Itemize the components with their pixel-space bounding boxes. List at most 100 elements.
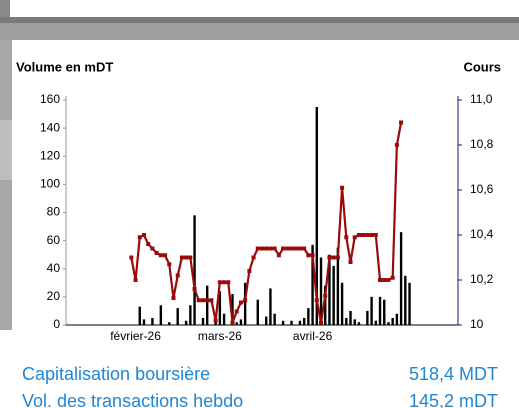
stat-value: 145,2 mDT (409, 391, 498, 408)
volume-bar (281, 320, 285, 325)
price-marker (260, 246, 264, 251)
volume-bar (302, 317, 306, 325)
top-band (0, 23, 519, 40)
y2-tick-label: 10,8 (470, 137, 494, 151)
price-marker (251, 255, 256, 260)
y-tick-label: 60 (47, 233, 61, 247)
price-marker (340, 185, 345, 190)
y-tick-label: 100 (40, 177, 60, 191)
price-marker (234, 309, 239, 314)
price-marker (281, 246, 286, 251)
price-marker (297, 246, 302, 251)
volume-bar (311, 244, 314, 325)
volume-bar (332, 265, 335, 325)
y2-tick-label: 11,0 (470, 92, 493, 106)
y-tick-label: 140 (40, 120, 60, 134)
price-marker (373, 233, 378, 237)
volume-bar (349, 310, 352, 325)
price-marker (129, 255, 134, 260)
price-marker (188, 255, 193, 260)
price-marker (213, 318, 218, 323)
volume-bar (404, 275, 407, 325)
price-marker (276, 253, 281, 258)
y-tick-label: 20 (47, 289, 61, 303)
volume-bar (307, 308, 310, 325)
price-marker (196, 298, 201, 303)
stat-label: Vol. des transactions hebdo (22, 391, 243, 408)
price-marker (386, 278, 391, 282)
price-marker (146, 242, 151, 246)
volume-bar (235, 322, 238, 325)
volume-bar (345, 317, 348, 325)
volume-bar (138, 306, 141, 325)
price-marker (302, 246, 307, 251)
stat-label: Capitalisation boursière (22, 364, 210, 384)
volume-bar (193, 215, 196, 325)
price-marker (243, 298, 248, 303)
y-tick-label: 0 (53, 317, 60, 331)
price-marker (222, 280, 227, 285)
volume-bar (370, 296, 373, 325)
price-marker (154, 251, 159, 255)
price-marker (230, 320, 235, 325)
volume-bar (222, 313, 226, 325)
price-marker (306, 253, 311, 258)
volume-bar (378, 296, 382, 325)
volume-bar (243, 282, 247, 325)
price-marker (179, 255, 184, 260)
price-marker (238, 300, 243, 305)
volume-bar (383, 299, 386, 325)
price-marker (272, 246, 277, 251)
price-marker (356, 233, 361, 237)
volume-bar (408, 282, 411, 325)
price-marker (289, 246, 294, 251)
volume-bar (214, 320, 217, 325)
price-marker (310, 253, 315, 258)
price-marker (209, 298, 214, 303)
price-marker (331, 255, 336, 260)
x-tick-label: mars-26 (198, 329, 242, 343)
price-marker (323, 293, 328, 298)
price-marker (141, 233, 146, 237)
price-marker (382, 278, 387, 282)
volume-bar (324, 285, 327, 325)
price-marker (255, 246, 260, 251)
volume-bar (151, 317, 154, 325)
price-marker (344, 235, 349, 240)
volume-bar (328, 254, 331, 325)
price-marker (205, 298, 210, 303)
price-marker (293, 246, 298, 251)
price-marker (163, 253, 168, 258)
volume-bar (319, 257, 323, 325)
y2-tick-label: 10 (470, 317, 484, 331)
price-marker (365, 233, 370, 237)
volume-bar (269, 288, 272, 325)
volume-bar (184, 320, 188, 325)
volume-bar (273, 313, 276, 325)
y-tick-label: 40 (47, 261, 61, 275)
price-marker (264, 246, 269, 251)
volume-bar (176, 308, 179, 325)
y2-axis-title: Cours (463, 59, 501, 74)
volume-bar (395, 313, 399, 325)
price-marker (327, 255, 332, 260)
price-marker (167, 262, 172, 267)
volume-bar (201, 317, 205, 325)
price-marker (314, 298, 319, 303)
volume-bar (374, 320, 378, 325)
price-marker (394, 143, 399, 147)
y-axis-title: Volume en mDT (16, 59, 113, 74)
price-marker (378, 278, 383, 282)
price-marker (285, 246, 290, 251)
price-marker (192, 287, 197, 291)
price-marker (226, 280, 231, 285)
volume-bar (168, 322, 171, 325)
y2-tick-label: 10,6 (470, 182, 494, 196)
price-marker (335, 255, 340, 260)
volume-bar (265, 316, 268, 325)
price-marker (319, 320, 324, 325)
volume-bar (399, 232, 403, 325)
y-tick-label: 160 (40, 92, 60, 106)
